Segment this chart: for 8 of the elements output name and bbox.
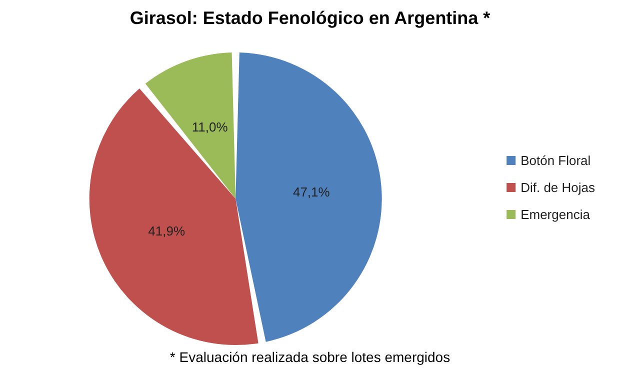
data-label: 11,0% [192, 120, 228, 135]
data-label: 41,9% [148, 223, 186, 238]
data-label: 47,1% [292, 184, 330, 200]
legend-label: Botón Floral [520, 153, 591, 168]
text: * Evaluación realizada sobre lotes emergidos [170, 349, 450, 365]
chart-title: Girasol: Estado Fenológico en Argentina * [130, 8, 490, 28]
legend-label: Emergencia [520, 207, 591, 222]
legend-label: Dif. de Hojas [520, 180, 596, 195]
